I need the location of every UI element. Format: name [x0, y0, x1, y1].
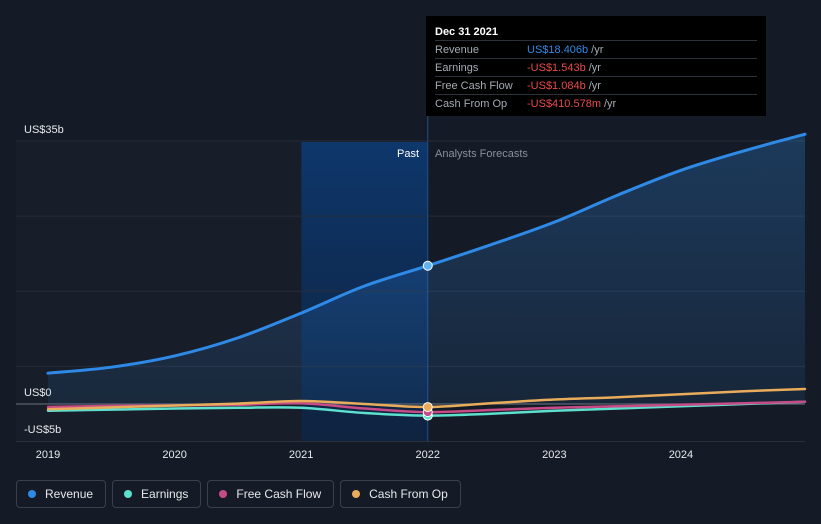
y-label-bottom: -US$5b [24, 424, 61, 436]
past-label: Past [397, 148, 419, 160]
cash-from-op-highlight-point [422, 402, 433, 413]
legend-item-cash-from-op[interactable]: Cash From Op [340, 480, 461, 508]
y-label-top: US$35b [24, 124, 64, 136]
x-tick-label: 2022 [416, 449, 440, 461]
tooltip-row-label: Free Cash Flow [435, 79, 513, 92]
x-tick-label: 2020 [162, 449, 186, 461]
tooltip-row: Revenue US$18.406b/yr [435, 40, 757, 58]
tooltip-row: Free Cash Flow -US$1.084b/yr [435, 76, 757, 94]
legend-item-free-cash-flow[interactable]: Free Cash Flow [207, 480, 335, 508]
legend-dot-icon [28, 490, 36, 498]
tooltip-row-value: -US$1.084b [527, 79, 586, 92]
tooltip-date: Dec 31 2021 [435, 26, 498, 38]
legend-label: Cash From Op [369, 487, 448, 501]
tooltip-row-value: US$18.406b [527, 43, 589, 56]
legend-item-earnings[interactable]: Earnings [112, 480, 202, 508]
x-axis-line [16, 441, 805, 442]
y-label-zero: US$0 [24, 387, 52, 399]
x-tick-label: 2021 [289, 449, 313, 461]
forecast-label: Analysts Forecasts [435, 148, 528, 160]
tooltip-row-unit: /yr [588, 61, 601, 74]
revenue-highlight-point [422, 260, 433, 271]
x-tick-label: 2024 [669, 449, 693, 461]
legend-item-revenue[interactable]: Revenue [16, 480, 107, 508]
tooltip-row: Earnings -US$1.543b/yr [435, 58, 757, 76]
tooltip-row-unit: /yr [591, 43, 604, 56]
tooltip-row-label: Cash From Op [435, 97, 508, 110]
legend-dot-icon [352, 490, 361, 498]
tooltip-row-unit: /yr [604, 97, 617, 110]
x-tick-label: 2023 [542, 449, 566, 461]
legend: Revenue Earnings Free Cash Flow Cash From O… [16, 480, 461, 508]
legend-dot-icon [219, 490, 228, 498]
tooltip-row-label: Revenue [435, 43, 480, 56]
x-tick-label: 2019 [36, 449, 60, 461]
tooltip-row-label: Earnings [435, 61, 479, 74]
legend-label: Free Cash Flow [236, 487, 322, 501]
tooltip: Dec 31 2021 Revenue US$18.406b/yr Earnings… [426, 16, 766, 116]
legend-label: Revenue [45, 487, 94, 501]
tooltip-row-unit: /yr [588, 79, 601, 92]
legend-label: Earnings [141, 487, 189, 501]
tooltip-row-value: -US$410.578m [527, 97, 601, 110]
legend-dot-icon [124, 490, 133, 498]
tooltip-row: Cash From Op -US$410.578m/yr [435, 94, 757, 112]
tooltip-row-value: -US$1.543b [527, 61, 586, 74]
